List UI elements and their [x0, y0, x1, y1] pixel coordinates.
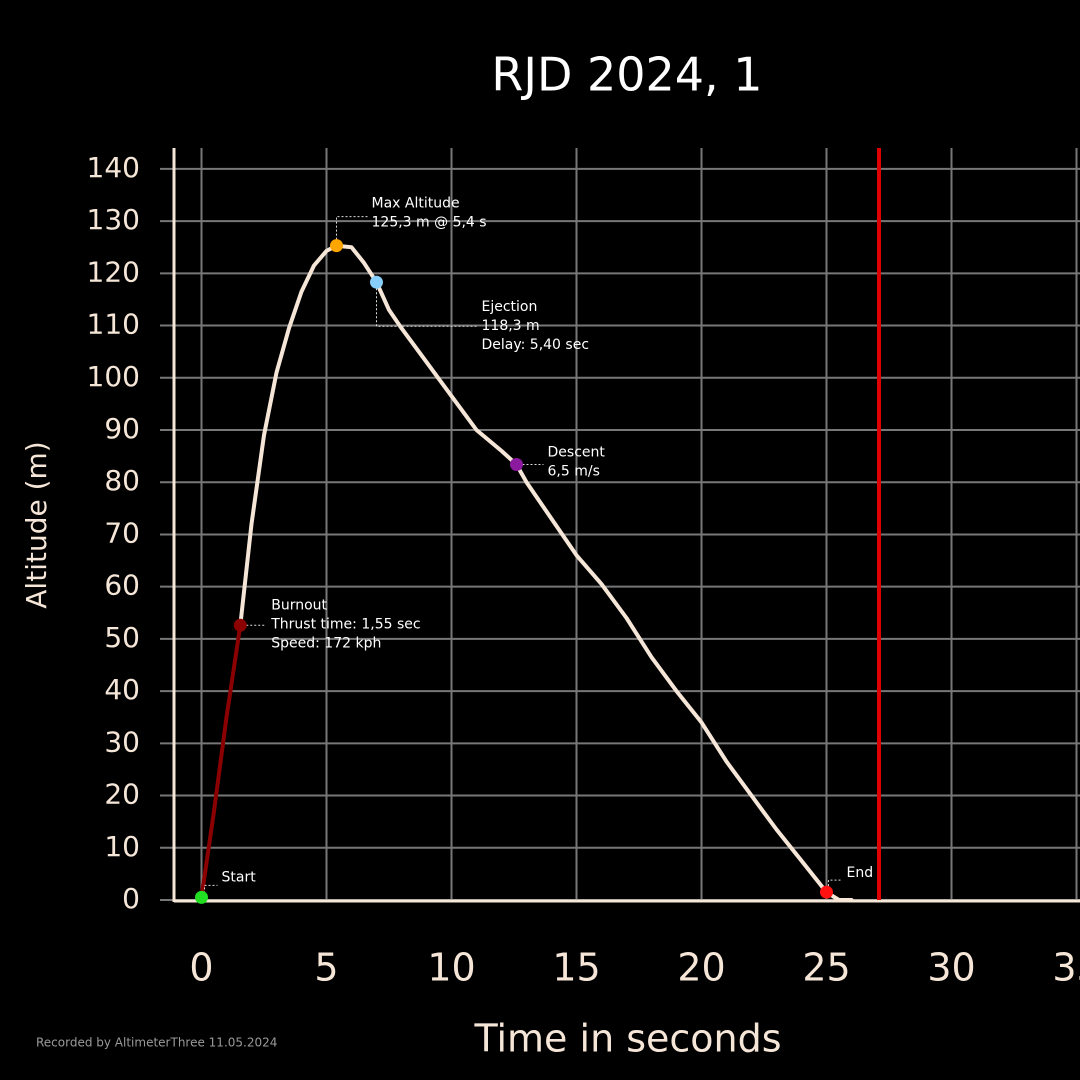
annotation-text: End — [847, 865, 874, 881]
y-tick-label: 20 — [104, 778, 140, 811]
altitude-line — [199, 623, 243, 900]
y-tick-label: 120 — [87, 255, 140, 288]
y-tick-label: 60 — [104, 569, 140, 602]
x-tick-label: 35 — [1052, 946, 1080, 990]
x-tick-label: 15 — [552, 946, 600, 990]
annotation-text: Delay: 5,40 sec — [482, 337, 590, 353]
annotation-connector — [828, 879, 843, 887]
y-tick-label: 130 — [87, 203, 140, 236]
annotation-text: 125,3 m @ 5,4 s — [372, 215, 487, 231]
y-tick-label: 50 — [104, 621, 140, 654]
chart-title: RJD 2024, 1 — [491, 48, 762, 102]
y-tick-label: 100 — [87, 360, 140, 393]
annotation-text: Burnout — [271, 597, 327, 613]
y-tick-label: 80 — [104, 464, 140, 497]
event-marker — [233, 618, 247, 632]
x-tick-label: 10 — [427, 946, 475, 990]
y-tick-label: 140 — [87, 151, 140, 184]
y-tick-label: 40 — [104, 673, 140, 706]
annotation-text: 118,3 m — [482, 318, 540, 334]
event-marker — [195, 890, 208, 904]
annotation-text: Speed: 172 kph — [271, 635, 381, 651]
y-tick-label: 10 — [104, 830, 140, 863]
event-marker — [330, 239, 343, 253]
annotation-connector — [204, 884, 218, 894]
x-tick-label: 0 — [189, 946, 213, 990]
annotation-text: Thrust time: 1,55 sec — [270, 616, 420, 632]
annotation-text: Descent — [548, 444, 606, 460]
annotation-connector — [336, 216, 368, 240]
x-tick-label: 5 — [314, 946, 338, 990]
y-tick-label: 70 — [104, 516, 140, 549]
event-marker — [510, 457, 523, 471]
y-axis-label: Altitude (m) — [20, 441, 53, 608]
y-tick-label: 30 — [104, 725, 140, 758]
event-marker — [820, 885, 833, 899]
annotation-text: Start — [222, 869, 257, 885]
x-tick-label: 20 — [677, 946, 725, 990]
y-tick-label: 0 — [122, 882, 140, 915]
x-tick-label: 25 — [802, 946, 850, 990]
annotation-text: Max Altitude — [372, 196, 460, 212]
x-tick-label: 30 — [927, 946, 975, 990]
x-axis-label: Time in seconds — [473, 1017, 781, 1061]
annotation-text: Ejection — [482, 299, 538, 315]
annotation-text: 6,5 m/s — [548, 463, 600, 479]
y-tick-label: 110 — [87, 308, 140, 341]
y-tick-label: 90 — [104, 412, 140, 445]
footer: Recorded by AltimeterThree 11.05.2024 — [36, 1036, 277, 1050]
altitude-line — [238, 243, 854, 902]
event-marker — [370, 275, 383, 289]
annotation-connector — [376, 288, 478, 327]
